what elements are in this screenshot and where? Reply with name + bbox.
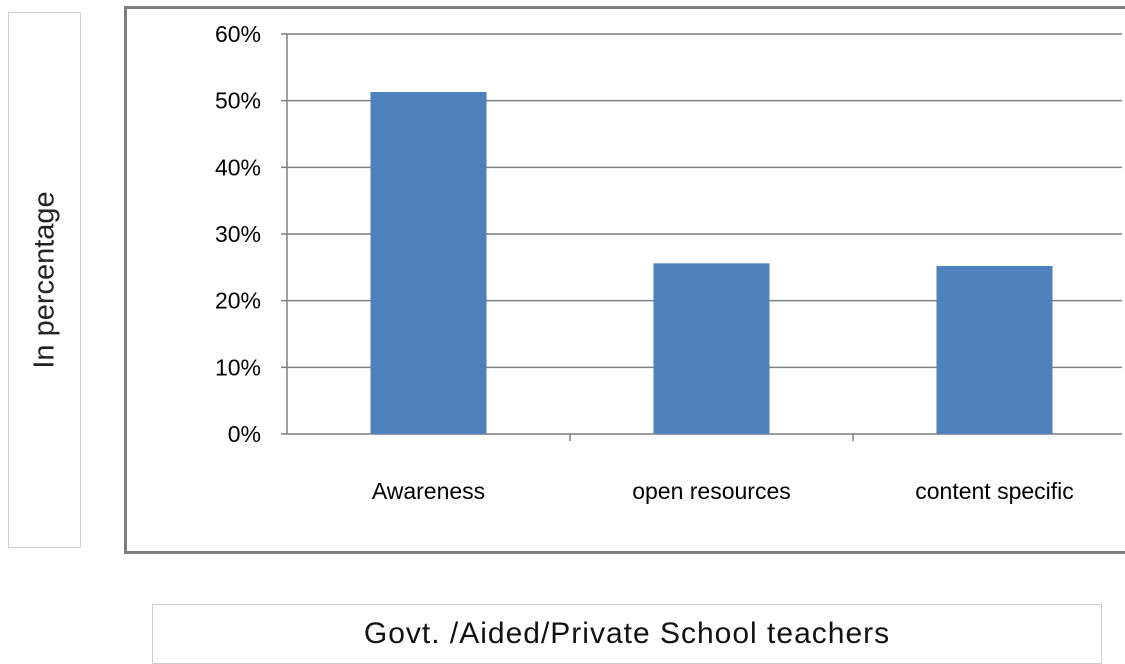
x-tick-label: Awareness (372, 478, 485, 504)
x-tick-label: open resources (632, 478, 791, 504)
y-tick-label: 60% (215, 21, 261, 47)
bar-open-resources (653, 263, 770, 434)
bar-content-specific (936, 266, 1053, 434)
x-axis-label: Govt. /Aided/Private School teachers (363, 617, 891, 650)
bar-awareness (370, 92, 487, 434)
y-tick-label: 10% (215, 354, 261, 380)
y-tick-label: 40% (215, 154, 261, 180)
bar-chart: 0% 10% 20% 30% 40% 50% 60% Awareness open resour… (215, 21, 1122, 504)
x-tick-label: content specific (915, 478, 1074, 504)
y-axis-label-box: In percentage (8, 12, 81, 548)
y-tick-label: 50% (215, 88, 261, 114)
x-axis-label-box: Govt. /Aided/Private School teachers (152, 604, 1102, 664)
y-tick-label: 0% (228, 421, 261, 447)
y-tick-label: 20% (215, 288, 261, 314)
y-tick-label: 30% (215, 221, 261, 247)
